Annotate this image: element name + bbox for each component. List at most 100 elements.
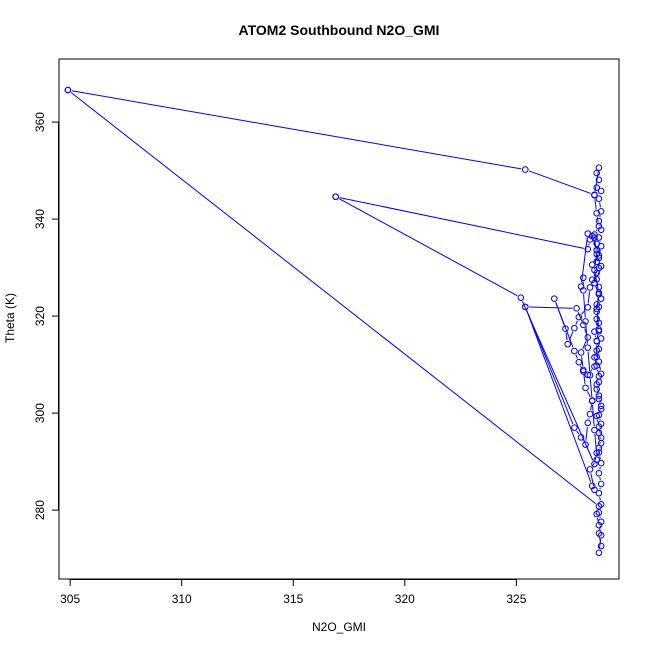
series-line-segment bbox=[526, 310, 592, 483]
data-point bbox=[591, 192, 598, 199]
data-point bbox=[595, 234, 603, 241]
y-tick-label: 280 bbox=[33, 500, 47, 520]
data-point bbox=[584, 344, 592, 351]
data-point bbox=[582, 318, 589, 325]
data-point bbox=[595, 423, 603, 430]
data-point bbox=[588, 276, 596, 284]
data-point bbox=[595, 395, 603, 403]
data-point bbox=[580, 366, 587, 374]
series-line-segment bbox=[590, 473, 595, 486]
data-point bbox=[597, 532, 605, 539]
y-tick-label: 340 bbox=[33, 209, 47, 229]
data-point bbox=[597, 518, 605, 526]
data-point bbox=[597, 295, 605, 302]
data-point bbox=[584, 419, 592, 427]
series-line-segment bbox=[599, 441, 601, 445]
series-line-segment bbox=[592, 404, 595, 427]
series-line-segment bbox=[599, 436, 601, 440]
data-point bbox=[597, 402, 605, 410]
data-point bbox=[597, 459, 605, 467]
data-point bbox=[597, 434, 605, 442]
x-tick-label: 320 bbox=[395, 592, 415, 606]
series-line-segment bbox=[581, 356, 584, 367]
data-point bbox=[593, 386, 600, 393]
data-point bbox=[588, 397, 596, 404]
series-line-segment bbox=[594, 241, 597, 251]
chart-title: ATOM2 Southbound N2O_GMI bbox=[239, 22, 440, 38]
series-line-segment bbox=[565, 332, 568, 341]
data-point bbox=[591, 486, 598, 494]
data-point bbox=[595, 283, 603, 291]
data-point bbox=[573, 305, 580, 312]
data-point bbox=[595, 392, 603, 399]
data-point bbox=[597, 480, 605, 488]
data-point bbox=[597, 242, 605, 250]
data-point bbox=[593, 169, 600, 177]
y-axis-label: Theta (K) bbox=[3, 293, 17, 343]
series-line-segment bbox=[599, 250, 601, 255]
series-line-segment bbox=[597, 269, 601, 276]
data-point bbox=[584, 334, 592, 341]
series-line-segment bbox=[599, 365, 601, 370]
data-point bbox=[571, 324, 578, 332]
data-point bbox=[584, 245, 592, 253]
series-line-segment bbox=[585, 426, 588, 441]
data-point bbox=[595, 195, 603, 203]
data-point bbox=[582, 441, 589, 448]
series-line-segment bbox=[584, 328, 587, 334]
series-line-segment bbox=[583, 373, 586, 384]
series-line-segment bbox=[590, 404, 593, 411]
data-point bbox=[593, 338, 600, 345]
data-point bbox=[550, 295, 558, 302]
series-line-segment bbox=[71, 90, 522, 170]
series-line-segment bbox=[589, 369, 593, 372]
data-point bbox=[593, 315, 600, 323]
x-tick-label: 315 bbox=[283, 592, 303, 606]
series-line-segment bbox=[596, 451, 599, 456]
data-point bbox=[571, 347, 578, 355]
data-point bbox=[593, 412, 600, 420]
series-line-segment bbox=[589, 379, 593, 398]
data-point bbox=[595, 502, 603, 510]
series-line-segment bbox=[582, 340, 587, 350]
series-line-segment bbox=[596, 388, 599, 392]
data-point bbox=[582, 384, 589, 392]
data-point bbox=[593, 184, 600, 191]
y-tick-label: 360 bbox=[33, 112, 47, 132]
series-line-segment bbox=[577, 311, 583, 322]
series-line-segment bbox=[596, 322, 599, 328]
series-line-segment bbox=[593, 267, 596, 270]
series-line-segment bbox=[339, 197, 584, 249]
data-point bbox=[571, 424, 578, 431]
series-line-segment bbox=[581, 237, 588, 283]
series-line-segment bbox=[599, 402, 601, 406]
data-point bbox=[595, 358, 603, 365]
series-line-segment bbox=[596, 310, 599, 316]
data-point bbox=[586, 236, 594, 243]
data-point bbox=[584, 304, 592, 311]
data-point bbox=[595, 489, 603, 497]
series-line-segment bbox=[599, 477, 601, 481]
x-tick-label: 305 bbox=[60, 592, 80, 606]
series-line-segment bbox=[596, 315, 599, 326]
data-point bbox=[595, 327, 603, 335]
series-line-segment bbox=[586, 391, 591, 398]
data-point bbox=[595, 176, 603, 184]
data-point bbox=[597, 226, 605, 234]
series-line-segment bbox=[597, 341, 601, 347]
data-point bbox=[597, 262, 605, 270]
series-line-segment bbox=[598, 539, 602, 549]
series-line-segment bbox=[599, 466, 601, 470]
data-point bbox=[593, 246, 600, 254]
series-line-segment bbox=[526, 310, 574, 425]
series-line-segment bbox=[529, 306, 573, 309]
data-point bbox=[586, 284, 594, 291]
data-point bbox=[591, 426, 598, 434]
series-line-segment bbox=[597, 419, 599, 423]
series-line-segment bbox=[596, 354, 599, 358]
data-point bbox=[597, 542, 605, 550]
series-line-segment bbox=[599, 202, 601, 208]
x-tick-label: 325 bbox=[506, 592, 526, 606]
data-point bbox=[591, 266, 598, 274]
